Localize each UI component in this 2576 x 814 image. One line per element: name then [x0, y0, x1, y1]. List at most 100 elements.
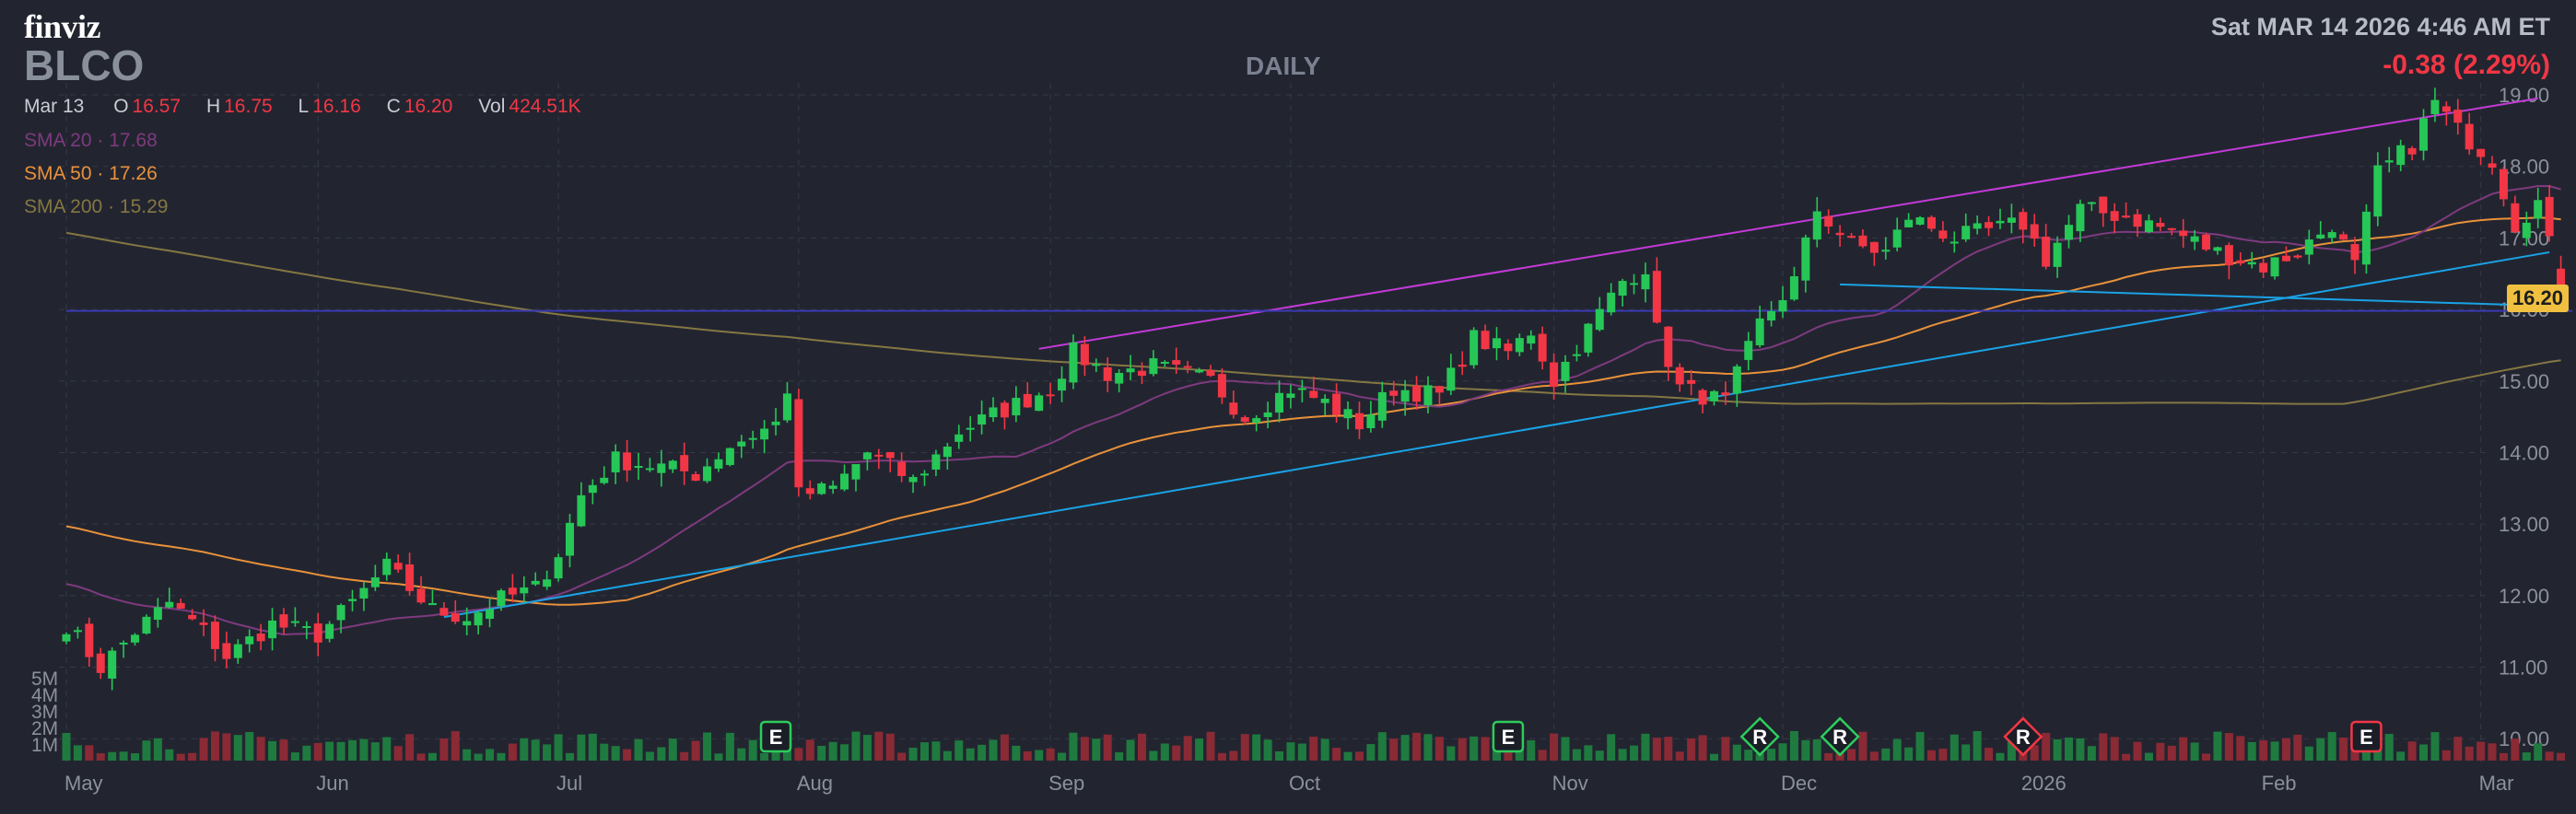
candle-body — [1664, 326, 1673, 367]
volume-bar — [1561, 737, 1570, 761]
volume-bar — [2534, 743, 2543, 761]
candle-body — [828, 485, 837, 489]
candle-body — [1985, 222, 1994, 228]
volume-bar — [2213, 731, 2222, 761]
volume-bar — [954, 740, 964, 761]
sma200-legend[interactable]: SMA 200 · 15.29 — [24, 196, 168, 218]
candle-body — [405, 564, 415, 591]
candle-body — [1961, 226, 1971, 239]
volume-bar — [1309, 737, 1318, 761]
sma20-legend[interactable]: SMA 20 · 17.68 — [24, 130, 158, 152]
candle-body — [1515, 338, 1524, 353]
volume-bar — [966, 748, 975, 761]
candle-body — [2499, 169, 2508, 200]
volume-bar — [1698, 735, 1707, 761]
volume-bar — [1687, 738, 1696, 761]
volume-bar — [885, 733, 895, 761]
ohlc-row: Mar 13 O 16.57 H 16.75 L 16.16 C 16.20 Vol 42… — [24, 96, 602, 118]
candle-body — [1572, 354, 1581, 356]
volume-bar — [1183, 736, 1192, 761]
high-label: H — [205, 96, 221, 117]
candle-body — [359, 587, 369, 599]
volume-bar — [463, 749, 472, 761]
candle-body — [554, 557, 563, 579]
y-tick-label: 13.00 — [2499, 513, 2549, 536]
candle-body — [1527, 335, 1536, 344]
candle-body — [439, 608, 449, 616]
y-tick-label: 14.00 — [2499, 441, 2549, 464]
candle-body — [1046, 394, 1055, 397]
candle-body — [1767, 310, 1776, 321]
volume-bar — [1985, 747, 1994, 761]
candle-body — [245, 636, 254, 645]
candle-body — [108, 650, 117, 679]
volume-bar — [1320, 738, 1329, 761]
x-tick-label: Jun — [316, 772, 348, 795]
volume-bar — [2488, 743, 2497, 761]
volume-bar — [382, 737, 392, 761]
volume-label: Vol — [478, 96, 506, 117]
event-label: R — [1752, 726, 1767, 749]
volume-bar — [1675, 751, 1684, 761]
finviz-logo[interactable]: finviz — [24, 8, 101, 45]
sma50-sep: · — [97, 163, 104, 184]
volume-bar — [1023, 750, 1032, 761]
ticker-symbol: BLCO — [24, 41, 145, 89]
candle-body — [1584, 323, 1593, 353]
x-tick-label: Sep — [1048, 772, 1084, 795]
volume-tick-label: 5M — [31, 669, 58, 690]
candle-body — [2339, 234, 2348, 240]
candle-body — [1240, 417, 1249, 423]
candle-body — [325, 623, 334, 639]
x-tick-label: Nov — [1552, 772, 1588, 795]
candle-body — [1320, 398, 1329, 403]
event-marker — [2003, 716, 2043, 757]
candle-body — [908, 477, 918, 483]
event-marker — [1492, 720, 1525, 753]
candle-body — [2122, 215, 2131, 218]
candle-body — [920, 473, 929, 476]
candle-body — [279, 614, 288, 628]
volume-bar — [1252, 734, 1261, 761]
volume-bar — [543, 744, 552, 761]
volume-bar — [256, 737, 265, 761]
candle-body — [1698, 390, 1707, 405]
candle-body — [1504, 343, 1513, 352]
candle-body — [1183, 366, 1192, 368]
candle-body — [382, 558, 392, 576]
candle-body — [2488, 163, 2497, 169]
candle-body — [2213, 247, 2222, 251]
candle-body — [1023, 393, 1032, 408]
volume-bar — [497, 752, 506, 761]
candle-body — [2373, 165, 2383, 217]
volume-bar — [748, 739, 757, 761]
volume-bar — [474, 753, 483, 761]
candle-body — [1412, 385, 1422, 402]
candle-body — [2293, 255, 2302, 258]
candle-body — [565, 522, 574, 556]
volume-bar — [1412, 732, 1422, 761]
volume-bar — [1481, 737, 1490, 761]
volume-bar — [370, 742, 380, 761]
volume-bar — [2156, 742, 2165, 761]
candle-body — [1137, 370, 1146, 377]
volume-bar — [2327, 732, 2336, 761]
candle-body — [2384, 160, 2394, 163]
volume-bar — [1217, 752, 1226, 761]
sma50-legend[interactable]: SMA 50 · 17.26 — [24, 163, 158, 185]
open-label: O — [113, 96, 129, 117]
volume-bar — [1538, 750, 1547, 761]
volume-bar — [1046, 748, 1055, 761]
candle-body — [119, 642, 128, 645]
candle-body — [1996, 220, 2005, 224]
candle-body — [336, 605, 345, 621]
candle-body — [2236, 260, 2245, 264]
candle-body — [1801, 237, 1810, 281]
low-value: 16.16 — [312, 96, 361, 117]
candle-body — [1607, 292, 1616, 313]
volume-bar — [1996, 752, 2005, 761]
volume-bar — [1195, 738, 1204, 761]
volume-bar — [1881, 748, 1891, 761]
volume-bar — [393, 746, 403, 761]
